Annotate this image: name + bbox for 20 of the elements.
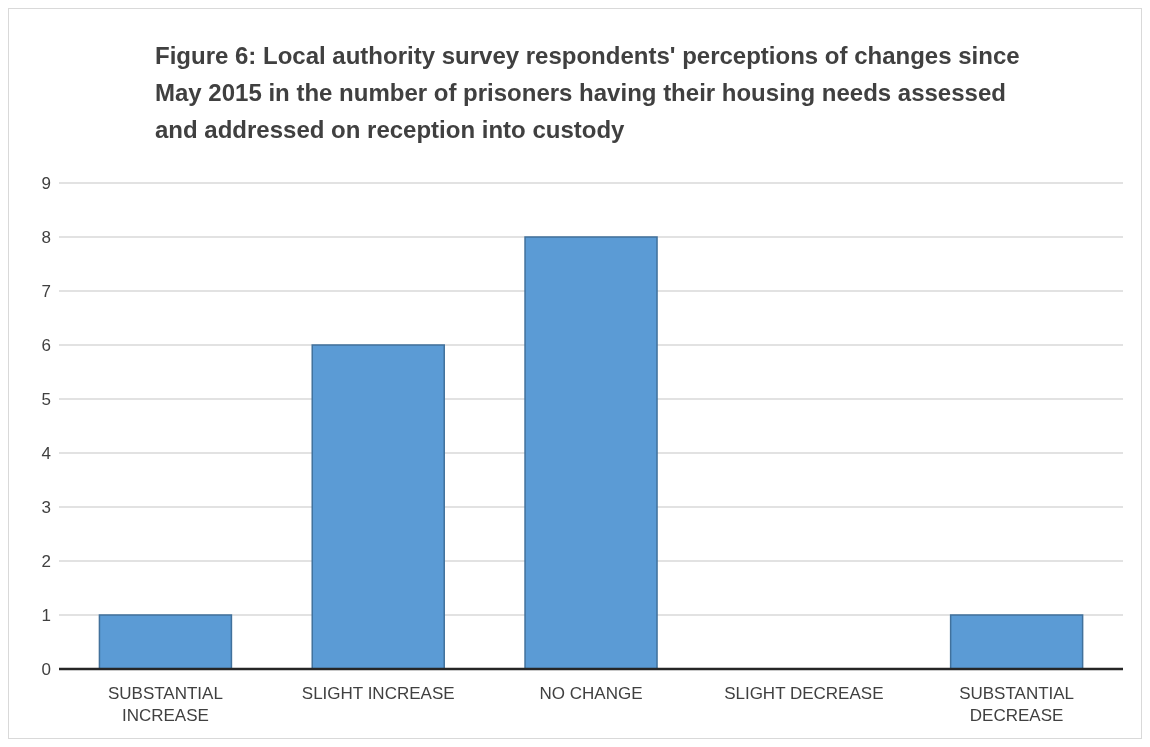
y-tick-label: 0 [41,660,51,680]
y-tick-label: 6 [41,336,51,356]
chart-title: Figure 6: Local authority survey respondents' perceptions of changes since May 2015 in the number of prisoners having their housing needs assessed and addressed on reception into custody [155,41,1021,145]
x-tick-label: SLIGHT INCREASE [301,684,455,703]
y-tick-label: 2 [41,552,51,572]
x-tick-label: SUBSTANTIAL DECREASE [959,684,1075,725]
y-tick-label: 1 [41,606,51,626]
bar [98,614,233,669]
y-tick-label: 3 [41,498,51,518]
y-tick-label: 4 [41,444,51,464]
x-tick-label: NO CHANGE [539,684,643,703]
x-tick-label: SUBSTANTIAL INCREASE [107,684,223,725]
y-tick-label: 7 [41,282,51,302]
y-tick-label: 5 [41,390,51,410]
y-tick-label: 9 [41,174,51,194]
y-tick-label: 8 [41,228,51,248]
bar [949,614,1084,669]
bar [524,236,658,669]
bar [311,344,445,669]
x-tick-label: SLIGHT DECREASE [724,684,884,703]
